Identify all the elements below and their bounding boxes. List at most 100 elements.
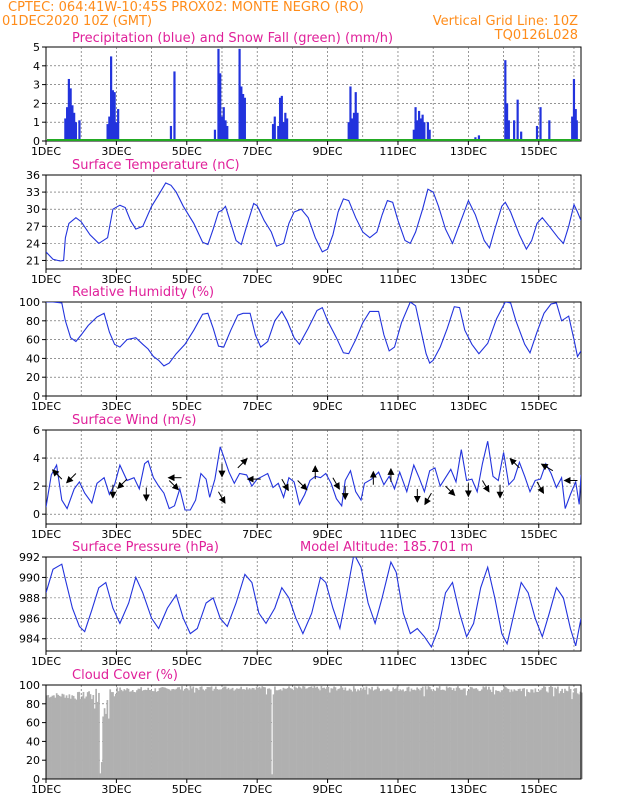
wind-vector xyxy=(168,480,180,491)
cloud-bar xyxy=(144,689,147,779)
cloud-bar xyxy=(50,696,52,779)
x-tick-label: 3DEC xyxy=(101,400,131,413)
cloud-bar xyxy=(157,690,159,779)
cloud-bar xyxy=(216,689,219,779)
cloud-bar xyxy=(158,688,161,779)
wind-vector xyxy=(117,478,128,490)
cloud-bar xyxy=(572,692,575,779)
cloud-bar xyxy=(531,689,534,779)
cloud-bar xyxy=(143,690,145,779)
y-tick-label: 20 xyxy=(26,754,40,767)
cloud-bar xyxy=(62,694,65,779)
x-tick-label: 11DEC xyxy=(379,273,416,286)
cloud-bar xyxy=(526,689,528,779)
cloud-bar xyxy=(271,774,273,779)
cloud-bar xyxy=(426,689,428,779)
panel-1: 21 24 27 30 33 36 1DEC 3DEC 5DEC 7DEC 9DEC 11DEC 13D… xyxy=(26,158,582,286)
x-tick-label: 15DEC xyxy=(520,655,557,668)
cloud-bar xyxy=(306,688,309,779)
cloud-bar xyxy=(296,688,299,779)
precip-bar xyxy=(78,120,81,141)
cloud-bar xyxy=(420,688,423,779)
cloud-bar xyxy=(552,696,555,779)
panel-frame xyxy=(45,174,582,270)
y-tick-label: 990 xyxy=(19,571,40,584)
cloud-bar xyxy=(334,687,337,779)
cloud-bar xyxy=(558,693,561,779)
cloud-bar xyxy=(472,688,475,779)
wind-vector xyxy=(297,480,308,491)
cloud-bar xyxy=(382,688,385,779)
cloud-bar xyxy=(145,690,148,779)
cloud-bar xyxy=(347,690,349,779)
cloud-bar xyxy=(352,686,355,779)
panel-frame xyxy=(45,556,582,652)
cloud-bar xyxy=(107,718,110,779)
precip-bar xyxy=(213,129,217,141)
precip-bar xyxy=(349,86,352,141)
precip-bar xyxy=(412,129,415,141)
cloud-bar xyxy=(255,686,258,779)
cloud-bar xyxy=(455,687,458,779)
cloud-bar xyxy=(319,690,321,779)
precip-bar xyxy=(271,124,275,141)
cloud-bar xyxy=(416,687,418,779)
cloud-bar xyxy=(276,690,279,779)
cloud-bar xyxy=(109,689,112,779)
cloud-bar xyxy=(445,686,448,779)
wind-vector xyxy=(237,457,248,469)
cloud-bar xyxy=(169,690,172,779)
y-tick-label: 1 xyxy=(33,116,40,129)
cloud-bar xyxy=(147,687,150,779)
x-tick-label: 5DEC xyxy=(172,145,202,158)
cloud-bar xyxy=(123,689,126,779)
cloud-bar xyxy=(112,692,114,779)
cloud-bar xyxy=(295,687,297,779)
y-tick-label: 984 xyxy=(19,633,40,646)
cloud-bar xyxy=(521,688,524,779)
panel-title: Relative Humidity (%) xyxy=(72,285,214,300)
cloud-bar xyxy=(444,690,447,779)
precip-bar xyxy=(169,125,173,141)
cloud-bar xyxy=(219,689,221,779)
panel-title: Precipitation (blue) and Snow Fall (gree… xyxy=(72,31,393,46)
cloud-bar xyxy=(303,686,306,779)
cloud-bar xyxy=(174,689,176,779)
precip-bar xyxy=(226,125,229,141)
precip-bar xyxy=(243,97,246,141)
x-tick-label: 5DEC xyxy=(172,400,202,413)
cloud-bar xyxy=(575,688,578,779)
cloud-bar xyxy=(554,687,556,779)
cloud-bar xyxy=(550,685,552,779)
cloud-bar xyxy=(279,689,282,779)
cloud-bar xyxy=(230,688,233,779)
cloud-bar xyxy=(431,691,434,779)
cloud-bar xyxy=(540,689,542,779)
precip-bar xyxy=(416,120,419,141)
cloud-bar xyxy=(99,773,102,779)
cloud-bar xyxy=(545,691,548,779)
cloud-bar xyxy=(348,688,351,779)
x-tick-label: 15DEC xyxy=(520,528,557,541)
wind-vector xyxy=(509,457,520,469)
cloud-bar xyxy=(289,688,292,779)
panel-0: 0 1 2 3 4 5 1DEC 3DEC 5DEC 7DEC 9DEC 11DEC 13DEC 15DE… xyxy=(31,31,582,158)
x-tick-label: 5DEC xyxy=(172,783,202,796)
cloud-bar xyxy=(100,762,103,779)
cloud-bar xyxy=(269,689,272,779)
cloud-bar xyxy=(395,688,397,779)
cloud-bar xyxy=(562,692,565,779)
cloud-bar xyxy=(551,686,554,779)
panel-frame xyxy=(45,46,582,142)
precip-bar xyxy=(516,99,519,141)
cloud-bar xyxy=(369,689,372,779)
cloud-bar xyxy=(55,693,58,779)
cloud-bar xyxy=(524,696,527,779)
cloud-bar xyxy=(333,686,335,779)
cloud-bar xyxy=(54,697,57,779)
cloud-bar xyxy=(309,686,311,779)
precip-bar xyxy=(64,118,67,141)
panel-frame xyxy=(45,301,582,397)
cloud-bar xyxy=(423,696,426,779)
